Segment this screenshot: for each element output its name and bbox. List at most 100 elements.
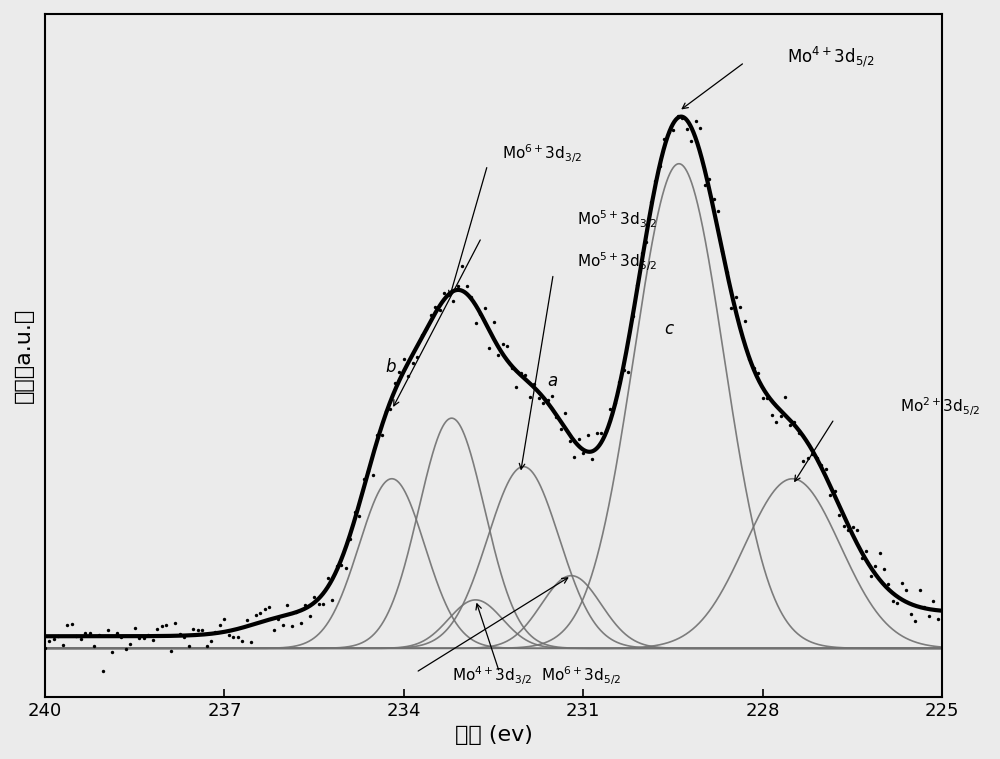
Text: b: b <box>386 358 396 376</box>
Point <box>912 584 928 596</box>
Point <box>436 287 452 299</box>
Point <box>611 376 627 388</box>
Point <box>369 429 385 441</box>
Point <box>486 316 502 328</box>
Point <box>629 279 645 291</box>
Point <box>37 642 53 654</box>
Point <box>127 622 143 634</box>
Point <box>580 429 596 441</box>
Point <box>288 606 304 618</box>
Point <box>786 416 802 428</box>
Text: Mo$^{6+}$3d$_{5/2}$: Mo$^{6+}$3d$_{5/2}$ <box>541 665 622 688</box>
Point <box>553 423 569 435</box>
Point <box>504 361 520 373</box>
Point <box>145 635 161 647</box>
Point <box>490 348 506 361</box>
Point <box>571 433 587 445</box>
Point <box>311 598 327 610</box>
Point <box>508 381 524 393</box>
Point <box>755 392 771 405</box>
Point <box>885 595 901 607</box>
Point <box>800 452 816 465</box>
Point <box>356 473 372 485</box>
Point <box>131 631 147 644</box>
Point <box>41 635 57 647</box>
Point <box>777 391 793 403</box>
Text: Mo$^{6+}$3d$_{3/2}$: Mo$^{6+}$3d$_{3/2}$ <box>502 142 583 165</box>
Point <box>728 291 744 303</box>
Point <box>759 392 775 404</box>
Point <box>818 463 834 475</box>
Point <box>540 394 556 406</box>
Point <box>477 302 493 314</box>
Point <box>674 112 690 124</box>
Point <box>921 609 937 622</box>
Point <box>876 563 892 575</box>
Point <box>849 524 865 537</box>
Point <box>925 595 941 607</box>
Point <box>176 631 192 644</box>
Point <box>212 619 228 631</box>
Point <box>741 352 757 364</box>
Point <box>432 304 448 316</box>
Point <box>203 635 219 647</box>
Point <box>342 533 358 545</box>
Point <box>822 489 838 501</box>
Point <box>544 390 560 402</box>
Point <box>225 631 241 644</box>
Point <box>230 631 246 643</box>
Text: Mo$^{4+}$3d$_{3/2}$: Mo$^{4+}$3d$_{3/2}$ <box>452 665 532 688</box>
Point <box>252 606 268 619</box>
Point <box>688 115 704 127</box>
Point <box>602 403 618 415</box>
Point <box>625 310 641 322</box>
Point <box>418 323 434 335</box>
Point <box>692 121 708 134</box>
Point <box>266 624 282 636</box>
Point <box>854 552 870 564</box>
Point <box>894 577 910 589</box>
Point <box>118 644 134 656</box>
Point <box>764 409 780 421</box>
Point <box>136 631 152 644</box>
Point <box>86 640 102 652</box>
Point <box>445 294 461 307</box>
Point <box>221 629 237 641</box>
Point <box>531 392 547 405</box>
Point <box>441 288 457 300</box>
Point <box>351 509 367 521</box>
Point <box>216 613 232 625</box>
Point <box>679 123 695 135</box>
Point <box>378 405 394 417</box>
Point <box>463 291 479 303</box>
Point <box>575 447 591 459</box>
Point <box>154 620 170 632</box>
Point <box>82 628 98 640</box>
Point <box>472 308 488 320</box>
Point <box>647 175 663 187</box>
Point <box>315 598 331 610</box>
Text: Mo$^{5+}$3d$_{3/2}$: Mo$^{5+}$3d$_{3/2}$ <box>577 209 657 231</box>
Point <box>50 630 66 642</box>
Point <box>122 638 138 650</box>
Point <box>593 427 609 439</box>
Point <box>68 630 84 642</box>
Point <box>616 364 632 376</box>
Point <box>95 666 111 678</box>
Point <box>194 624 210 636</box>
Point <box>100 624 116 636</box>
Point <box>513 367 529 379</box>
Point <box>450 279 466 291</box>
Point <box>391 366 407 378</box>
Point <box>468 317 484 329</box>
Point <box>517 369 533 381</box>
Point <box>261 601 277 613</box>
Point <box>109 627 125 639</box>
Point <box>598 425 614 437</box>
Point <box>499 340 515 352</box>
Point <box>239 613 255 625</box>
Point <box>714 245 730 257</box>
Point <box>701 172 717 184</box>
Point <box>584 453 600 465</box>
Point <box>773 410 789 422</box>
